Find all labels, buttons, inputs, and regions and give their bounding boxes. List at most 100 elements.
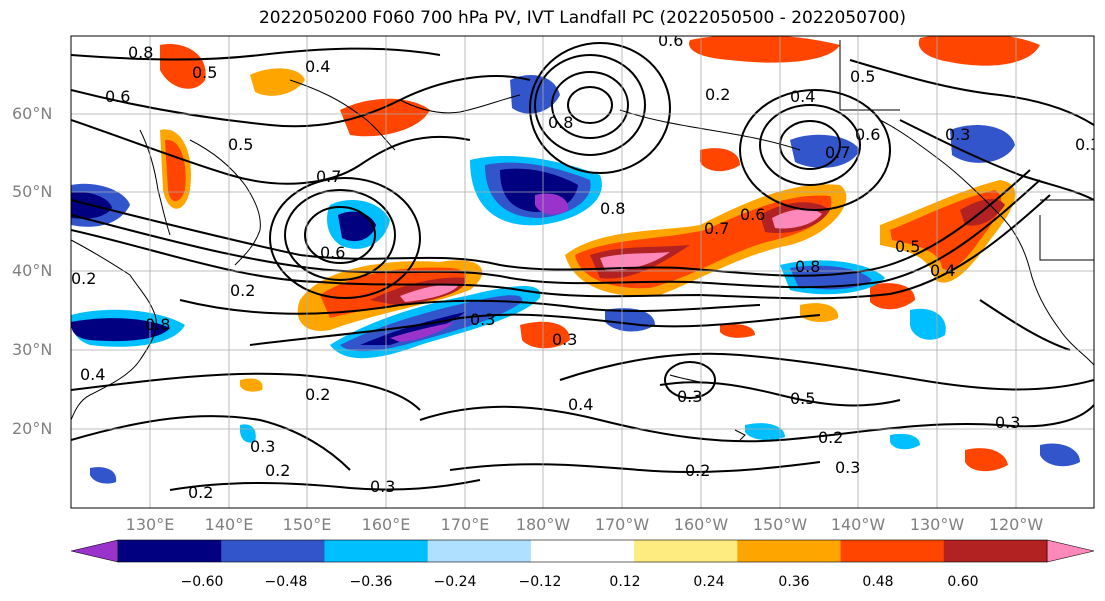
colorbar-segment [324, 540, 429, 562]
colorbar-right-extension [1046, 539, 1095, 563]
pv-positive-region [520, 321, 570, 349]
contour-label: 0.8 [600, 199, 625, 218]
contour-label: 0.6 [658, 31, 683, 50]
longitude-label: 150°W [752, 515, 808, 534]
contour-label: 0.3 [370, 477, 395, 496]
contour-label: 0.6 [740, 205, 765, 224]
colorbar-tick-label: 0.12 [609, 574, 641, 590]
colorbar-tick-label: −0.60 [180, 574, 224, 590]
contour-label: 0.2 [230, 281, 255, 300]
contour-label: 0.3 [835, 458, 860, 477]
contour-label: 0.6 [320, 243, 345, 262]
longitude-label: 140°E [204, 515, 254, 534]
colorbar-segment [943, 540, 1048, 562]
gridlines [71, 36, 1094, 508]
contour-label: 0.4 [80, 365, 105, 384]
latitude-label: 30°N [12, 340, 53, 359]
contour-label: 0.7 [316, 167, 341, 186]
contour-label: 0.3 [677, 387, 702, 406]
contour-label: 0.3 [1075, 135, 1100, 154]
colorbar-tick-label: 0.24 [693, 574, 725, 590]
pv-positive-region [720, 324, 755, 338]
contour-label: 0.6 [105, 87, 130, 106]
contour-label: 0.4 [305, 57, 330, 76]
contour-label: 0.2 [71, 269, 96, 288]
pv-positive-region [250, 68, 305, 96]
contour-label: 0.2 [265, 461, 290, 480]
contour-label: 0.8 [548, 113, 573, 132]
contour-label: 0.5 [192, 63, 217, 82]
colorbar-tick-label: 0.48 [862, 574, 894, 590]
pv-negative-region [890, 433, 920, 450]
contour-label: 0.2 [685, 461, 710, 480]
contour-label: 0.3 [250, 437, 275, 456]
contour-label: 0.2 [305, 385, 330, 404]
longitude-label: 140°W [830, 515, 886, 534]
contour-label: 0.4 [790, 87, 815, 106]
longitude-label: 160°W [673, 515, 729, 534]
pv-negative-region [1040, 443, 1080, 467]
longitude-label: 130°E [125, 515, 175, 534]
contour-label: 0.3 [470, 310, 495, 329]
contour-label: 0.3 [552, 330, 577, 349]
pv-positive-region [160, 44, 206, 89]
colorbar-tick-label: −0.12 [518, 574, 562, 590]
colorbar-tick-label: 0.36 [778, 574, 810, 590]
latitude-label: 60°N [12, 104, 53, 123]
contour-label: 0.5 [228, 135, 253, 154]
pv-negative-region [790, 134, 860, 168]
pv-positive-region [918, 36, 1040, 66]
pv-negative-region [745, 423, 785, 441]
contour-label: 0.7 [825, 143, 850, 162]
longitude-label: 120°W [988, 515, 1044, 534]
contour-label: 0.6 [855, 125, 880, 144]
colorbar-segment [118, 540, 222, 562]
coastlines [71, 40, 1094, 441]
pv-positive-region [400, 284, 458, 302]
contour-label: 0.2 [818, 428, 843, 447]
longitude-label: 180°W [515, 515, 571, 534]
pv-positive-region [700, 148, 740, 172]
pv-negative-region [950, 125, 1015, 163]
contour-label: 0.5 [790, 389, 815, 408]
pv-negative-region [790, 265, 872, 290]
colorbar-left-extension [70, 539, 119, 563]
colorbar-segments [117, 539, 1048, 563]
colorbar-tick-label: −0.36 [349, 574, 393, 590]
pv-negative-region [90, 467, 117, 484]
colorbar-segment [221, 540, 325, 562]
pv-positive-region [800, 303, 839, 322]
pv-negative-region [338, 211, 376, 242]
colorbar-segment [427, 540, 532, 562]
pv-positive-region [965, 448, 1008, 472]
colorbar [70, 539, 1095, 563]
contour-label-layer: 0.8 0.6 0.5 0.4 0.6 0.8 0.5 0.7 0.6 0.2 … [71, 31, 1100, 502]
pv-positive-region [600, 252, 670, 271]
colorbar-border [117, 539, 1048, 563]
colorbar-tick-label: −0.24 [433, 574, 477, 590]
contour-label: 0.4 [568, 395, 593, 414]
longitude-label: 170°E [440, 515, 490, 534]
contour-label: 0.4 [930, 261, 955, 280]
contour-label: 0.3 [995, 413, 1020, 432]
latitude-label: 20°N [12, 419, 53, 438]
pv-positive-region [240, 378, 263, 392]
contour-label: 0.8 [145, 315, 170, 334]
pv-negative-region [71, 318, 170, 342]
contour-label: 0.7 [704, 219, 729, 238]
colorbar-segment [840, 540, 945, 562]
pv-negative-region [510, 75, 560, 114]
map-frame [70, 35, 1095, 509]
pv-positive-region [772, 209, 822, 229]
longitude-label: 160°E [361, 515, 411, 534]
colorbar-segment [634, 540, 738, 562]
colorbar-tick-label: −0.48 [264, 574, 308, 590]
contour-label: 0.5 [895, 237, 920, 256]
colorbar-segment [530, 540, 635, 562]
latitude-label: 50°N [12, 182, 53, 201]
pv-positive-region [689, 36, 840, 63]
contour-label: 0.2 [188, 483, 213, 502]
contour-label: 0.3 [945, 125, 970, 144]
colorbar-tick-label: 0.60 [947, 574, 979, 590]
